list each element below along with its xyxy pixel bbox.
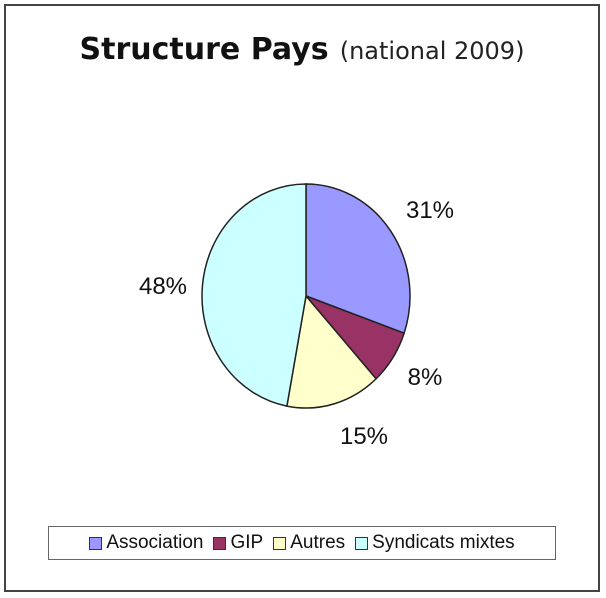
pie-slice-association: [305, 183, 411, 335]
legend-label-gip: GIP: [230, 532, 264, 553]
pie-slice-autres: [286, 294, 378, 409]
data-label-gip: 8%: [408, 364, 443, 391]
data-label-association: 31%: [406, 197, 454, 224]
legend-swatch-syndicats-mixtes: [355, 536, 369, 550]
legend-swatch-association: [89, 536, 103, 550]
legend-item-gip: GIP: [213, 532, 263, 554]
pie-slice-syndicats-mixtes: [201, 183, 307, 407]
legend-swatch-autres: [273, 536, 287, 550]
legend-item-association: Association: [89, 532, 203, 554]
legend: Association GIP Autres Syndicats mixtes: [48, 526, 556, 560]
legend-swatch-gip: [213, 536, 227, 550]
legend-item-autres: Autres: [273, 532, 345, 554]
legend-label-syndicats-mixtes: Syndicats mixtes: [372, 532, 515, 553]
chart-title-block: Structure Pays (national 2009): [6, 32, 598, 67]
chart-title: Structure Pays: [79, 32, 329, 67]
legend-label-association: Association: [106, 532, 204, 553]
legend-label-autres: Autres: [290, 532, 346, 553]
chart-subtitle: (national 2009): [339, 37, 525, 65]
legend-item-syndicats-mixtes: Syndicats mixtes: [355, 532, 515, 554]
data-label-syndicats-mixtes: 48%: [139, 273, 187, 300]
data-label-autres: 15%: [340, 423, 388, 450]
